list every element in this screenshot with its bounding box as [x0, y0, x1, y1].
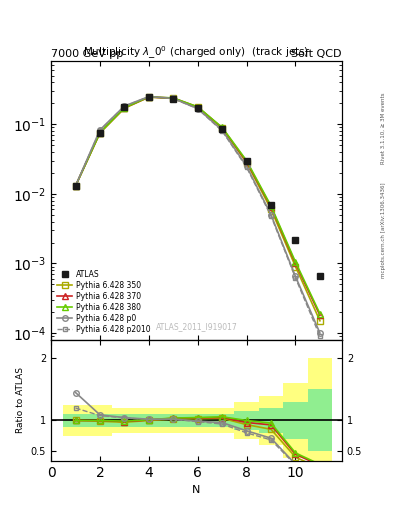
Pythia 6.428 380: [171, 95, 176, 101]
Pythia 6.428 p0: [293, 273, 298, 280]
Pythia 6.428 370: [97, 130, 102, 136]
Pythia 6.428 380: [220, 124, 224, 131]
Title: Multiplicity $\lambda\_0^0$ (charged only)  (track jets): Multiplicity $\lambda\_0^0$ (charged onl…: [83, 45, 310, 61]
Pythia 6.428 p0: [147, 94, 151, 100]
Text: Rivet 3.1.10, ≥ 3M events: Rivet 3.1.10, ≥ 3M events: [381, 92, 386, 164]
Pythia 6.428 p2010: [269, 213, 274, 219]
Text: Soft QCD: Soft QCD: [292, 49, 342, 59]
Pythia 6.428 p2010: [73, 183, 78, 189]
Pythia 6.428 380: [269, 203, 274, 209]
Line: Pythia 6.428 p2010: Pythia 6.428 p2010: [73, 94, 322, 338]
Pythia 6.428 p2010: [195, 105, 200, 112]
X-axis label: N: N: [192, 485, 201, 495]
Pythia 6.428 350: [122, 105, 127, 111]
Pythia 6.428 380: [318, 311, 322, 317]
Pythia 6.428 p2010: [171, 96, 176, 102]
Pythia 6.428 370: [244, 159, 249, 165]
Pythia 6.428 p0: [318, 330, 322, 336]
ATLAS: [171, 96, 176, 102]
Pythia 6.428 p2010: [244, 164, 249, 170]
Pythia 6.428 p0: [220, 127, 224, 133]
Y-axis label: Ratio to ATLAS: Ratio to ATLAS: [16, 367, 25, 433]
ATLAS: [269, 202, 274, 208]
Pythia 6.428 p0: [244, 163, 249, 169]
ATLAS: [97, 130, 102, 136]
Pythia 6.428 350: [269, 206, 274, 212]
Pythia 6.428 370: [195, 104, 200, 110]
Line: Pythia 6.428 380: Pythia 6.428 380: [73, 94, 323, 316]
Line: Pythia 6.428 370: Pythia 6.428 370: [73, 94, 323, 318]
Text: 7000 GeV pp: 7000 GeV pp: [51, 49, 123, 59]
Text: ATLAS_2011_I919017: ATLAS_2011_I919017: [156, 323, 237, 331]
Pythia 6.428 350: [318, 318, 322, 324]
Pythia 6.428 380: [73, 183, 78, 189]
Pythia 6.428 p2010: [293, 275, 298, 281]
Legend: ATLAS, Pythia 6.428 350, Pythia 6.428 370, Pythia 6.428 380, Pythia 6.428 p0, Py: ATLAS, Pythia 6.428 350, Pythia 6.428 37…: [55, 268, 152, 336]
Pythia 6.428 p2010: [147, 94, 151, 100]
ATLAS: [244, 158, 249, 164]
Pythia 6.428 380: [244, 158, 249, 164]
Pythia 6.428 p0: [269, 212, 274, 218]
Line: ATLAS: ATLAS: [72, 94, 323, 280]
Pythia 6.428 p0: [97, 127, 102, 133]
Pythia 6.428 380: [122, 104, 127, 111]
Pythia 6.428 370: [73, 183, 78, 189]
Pythia 6.428 380: [97, 130, 102, 136]
Pythia 6.428 370: [122, 105, 127, 111]
Pythia 6.428 380: [147, 94, 151, 100]
Pythia 6.428 380: [195, 104, 200, 110]
Pythia 6.428 p0: [171, 95, 176, 101]
ATLAS: [220, 126, 224, 132]
Pythia 6.428 350: [195, 104, 200, 111]
Pythia 6.428 370: [171, 95, 176, 101]
Pythia 6.428 350: [97, 130, 102, 136]
ATLAS: [147, 94, 151, 100]
ATLAS: [122, 104, 127, 111]
Pythia 6.428 350: [171, 95, 176, 101]
Pythia 6.428 350: [147, 94, 151, 100]
Pythia 6.428 p2010: [220, 128, 224, 134]
Pythia 6.428 370: [269, 204, 274, 210]
Pythia 6.428 p0: [195, 105, 200, 112]
ATLAS: [73, 183, 78, 189]
Pythia 6.428 p2010: [97, 127, 102, 133]
Pythia 6.428 380: [293, 259, 298, 265]
Line: Pythia 6.428 350: Pythia 6.428 350: [73, 94, 323, 324]
ATLAS: [293, 237, 298, 243]
Pythia 6.428 p2010: [122, 103, 127, 109]
Pythia 6.428 p2010: [318, 333, 322, 339]
Pythia 6.428 350: [244, 160, 249, 166]
ATLAS: [195, 105, 200, 111]
Pythia 6.428 350: [220, 125, 224, 131]
ATLAS: [318, 273, 322, 280]
Pythia 6.428 p0: [73, 183, 78, 189]
Pythia 6.428 370: [293, 261, 298, 267]
Pythia 6.428 370: [147, 94, 151, 100]
Pythia 6.428 370: [220, 125, 224, 131]
Pythia 6.428 350: [73, 183, 78, 189]
Line: Pythia 6.428 p0: Pythia 6.428 p0: [73, 94, 323, 336]
Pythia 6.428 p0: [122, 103, 127, 109]
Pythia 6.428 350: [293, 264, 298, 270]
Pythia 6.428 370: [318, 312, 322, 318]
Text: mcplots.cern.ch [arXiv:1306.3436]: mcplots.cern.ch [arXiv:1306.3436]: [381, 183, 386, 278]
